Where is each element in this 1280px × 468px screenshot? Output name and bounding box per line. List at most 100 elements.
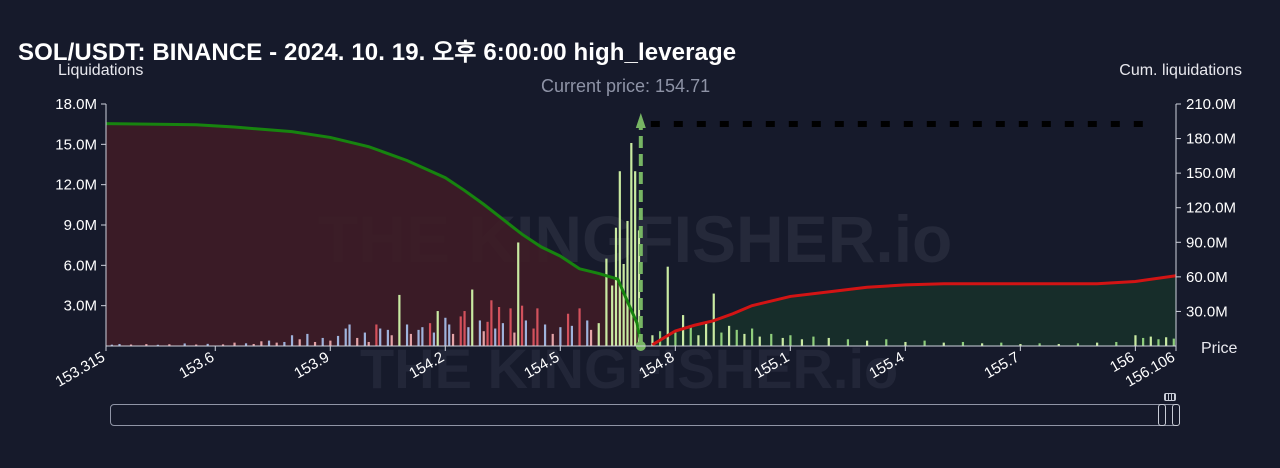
liquidation-bar	[233, 342, 236, 346]
liquidation-bar	[634, 171, 637, 346]
liquidation-bar	[110, 344, 113, 346]
chart-title: SOL/USDT: BINANCE - 2024. 10. 19. 오후 6:0…	[18, 39, 737, 66]
liquidation-bar	[942, 342, 945, 346]
liquidation-bar	[532, 328, 535, 346]
liquidation-bar	[1115, 341, 1118, 346]
liquidation-bar	[344, 328, 347, 346]
cum-liquidations-below-area	[106, 123, 641, 346]
range-slider-grip-icon[interactable]	[1164, 393, 1176, 401]
y2-tick-label: 150.0M	[1186, 165, 1236, 182]
liquidation-bar	[428, 323, 432, 346]
liquidation-bar	[885, 339, 888, 346]
liquidation-bar	[145, 344, 148, 346]
liquidation-bar	[375, 324, 378, 346]
liquidation-bar	[409, 333, 412, 346]
x-tick-label: 153.315	[53, 349, 108, 391]
liquidation-bar	[597, 323, 600, 346]
cum-liquidations-above-area	[652, 275, 1176, 346]
liquidation-bar	[559, 327, 562, 346]
range-slider-left-handle[interactable]	[1158, 404, 1166, 426]
liquidation-bar	[961, 341, 965, 346]
liquidation-bar	[626, 220, 629, 346]
y2-tick-label: 120.0M	[1186, 200, 1236, 217]
liquidation-bar	[812, 336, 815, 346]
liquidation-bar	[459, 316, 462, 346]
liquidation-bar	[1038, 343, 1041, 346]
liquidation-bar	[490, 300, 493, 346]
cum-liquidations-above-line	[651, 274, 1177, 347]
current-price-label: Current price: 154.71	[541, 76, 711, 96]
liquidation-bar	[260, 341, 263, 346]
liquidation-bar	[298, 339, 301, 346]
cum-liquidations-below-line	[105, 122, 643, 343]
liquidation-bar	[1172, 338, 1175, 346]
liquidation-bar	[781, 337, 784, 346]
liquidation-bar	[252, 343, 255, 346]
liquidation-bar	[1019, 343, 1022, 346]
liquidation-bar	[923, 340, 926, 346]
liquidation-bar	[1134, 335, 1137, 346]
liquidation-bar	[618, 171, 621, 346]
liquidation-bar	[356, 337, 359, 346]
liquidation-bar	[570, 325, 574, 346]
liquidation-bar	[509, 308, 512, 346]
liquidation-bar	[697, 335, 700, 346]
liquidation-bar	[390, 335, 393, 346]
liquidation-bar	[566, 313, 570, 346]
liquidation-bar	[750, 328, 754, 346]
liquidation-bar	[417, 329, 420, 346]
liquidation-bar	[313, 341, 317, 346]
range-slider-track[interactable]	[110, 404, 1178, 426]
liquidation-bar	[367, 341, 370, 346]
liquidation-bar	[321, 337, 324, 346]
liquidation-bar	[1142, 337, 1145, 346]
liquidation-bar	[386, 329, 389, 346]
liquidation-bar	[622, 263, 625, 346]
liquidation-bar	[363, 332, 366, 346]
liquidation-bar	[689, 327, 692, 346]
current-price-arrow	[635, 113, 646, 128]
liquidation-bar	[501, 323, 504, 346]
liquidation-bar	[704, 323, 708, 346]
liquidation-bar	[743, 333, 746, 346]
liquidation-bar	[1057, 343, 1060, 346]
liquidation-bar	[674, 332, 677, 346]
liquidation-bar	[586, 320, 589, 346]
liquidation-bar	[405, 324, 409, 346]
liquidation-bar	[605, 258, 608, 346]
left-axis-title: Liquidations	[58, 62, 144, 79]
liquidation-bar	[463, 311, 466, 346]
liquidation-bar	[118, 343, 121, 346]
liquidation-bar	[981, 343, 984, 346]
liquidation-bar	[467, 327, 470, 346]
liquidation-bar	[275, 342, 278, 346]
liquidation-bar	[156, 344, 159, 346]
liquidation-bar	[497, 307, 501, 346]
liquidation-bar	[865, 340, 869, 346]
x-tick-label: 153.6	[176, 349, 217, 382]
y-tick-label: 12.0M	[55, 177, 97, 194]
liquidation-bar	[681, 315, 685, 346]
liquidation-bar	[520, 305, 524, 346]
liquidation-bar	[536, 308, 539, 346]
liquidation-bar	[206, 343, 209, 346]
liquidation-bar	[471, 289, 474, 346]
range-slider-right-handle[interactable]	[1172, 404, 1180, 426]
liquidation-bar	[306, 333, 309, 346]
liquidation-bar	[1076, 343, 1080, 346]
liquidation-bar	[482, 331, 485, 346]
y2-tick-label: 90.0M	[1186, 234, 1228, 251]
liquidation-bar	[1165, 337, 1168, 346]
liquidation-bar	[244, 343, 248, 346]
liquidation-bar	[827, 337, 830, 346]
y-tick-label: 3.0M	[64, 298, 97, 315]
liquidation-bar	[651, 335, 654, 346]
liquidation-bar	[630, 142, 633, 346]
y-tick-label: 18.0M	[55, 96, 97, 113]
liquidation-bar	[329, 340, 332, 346]
liquidation-bar	[727, 325, 731, 346]
liquidation-bar	[421, 327, 424, 346]
liquidation-bar	[398, 294, 401, 346]
liquidation-bar	[478, 320, 481, 346]
liquidation-bar	[720, 332, 723, 346]
